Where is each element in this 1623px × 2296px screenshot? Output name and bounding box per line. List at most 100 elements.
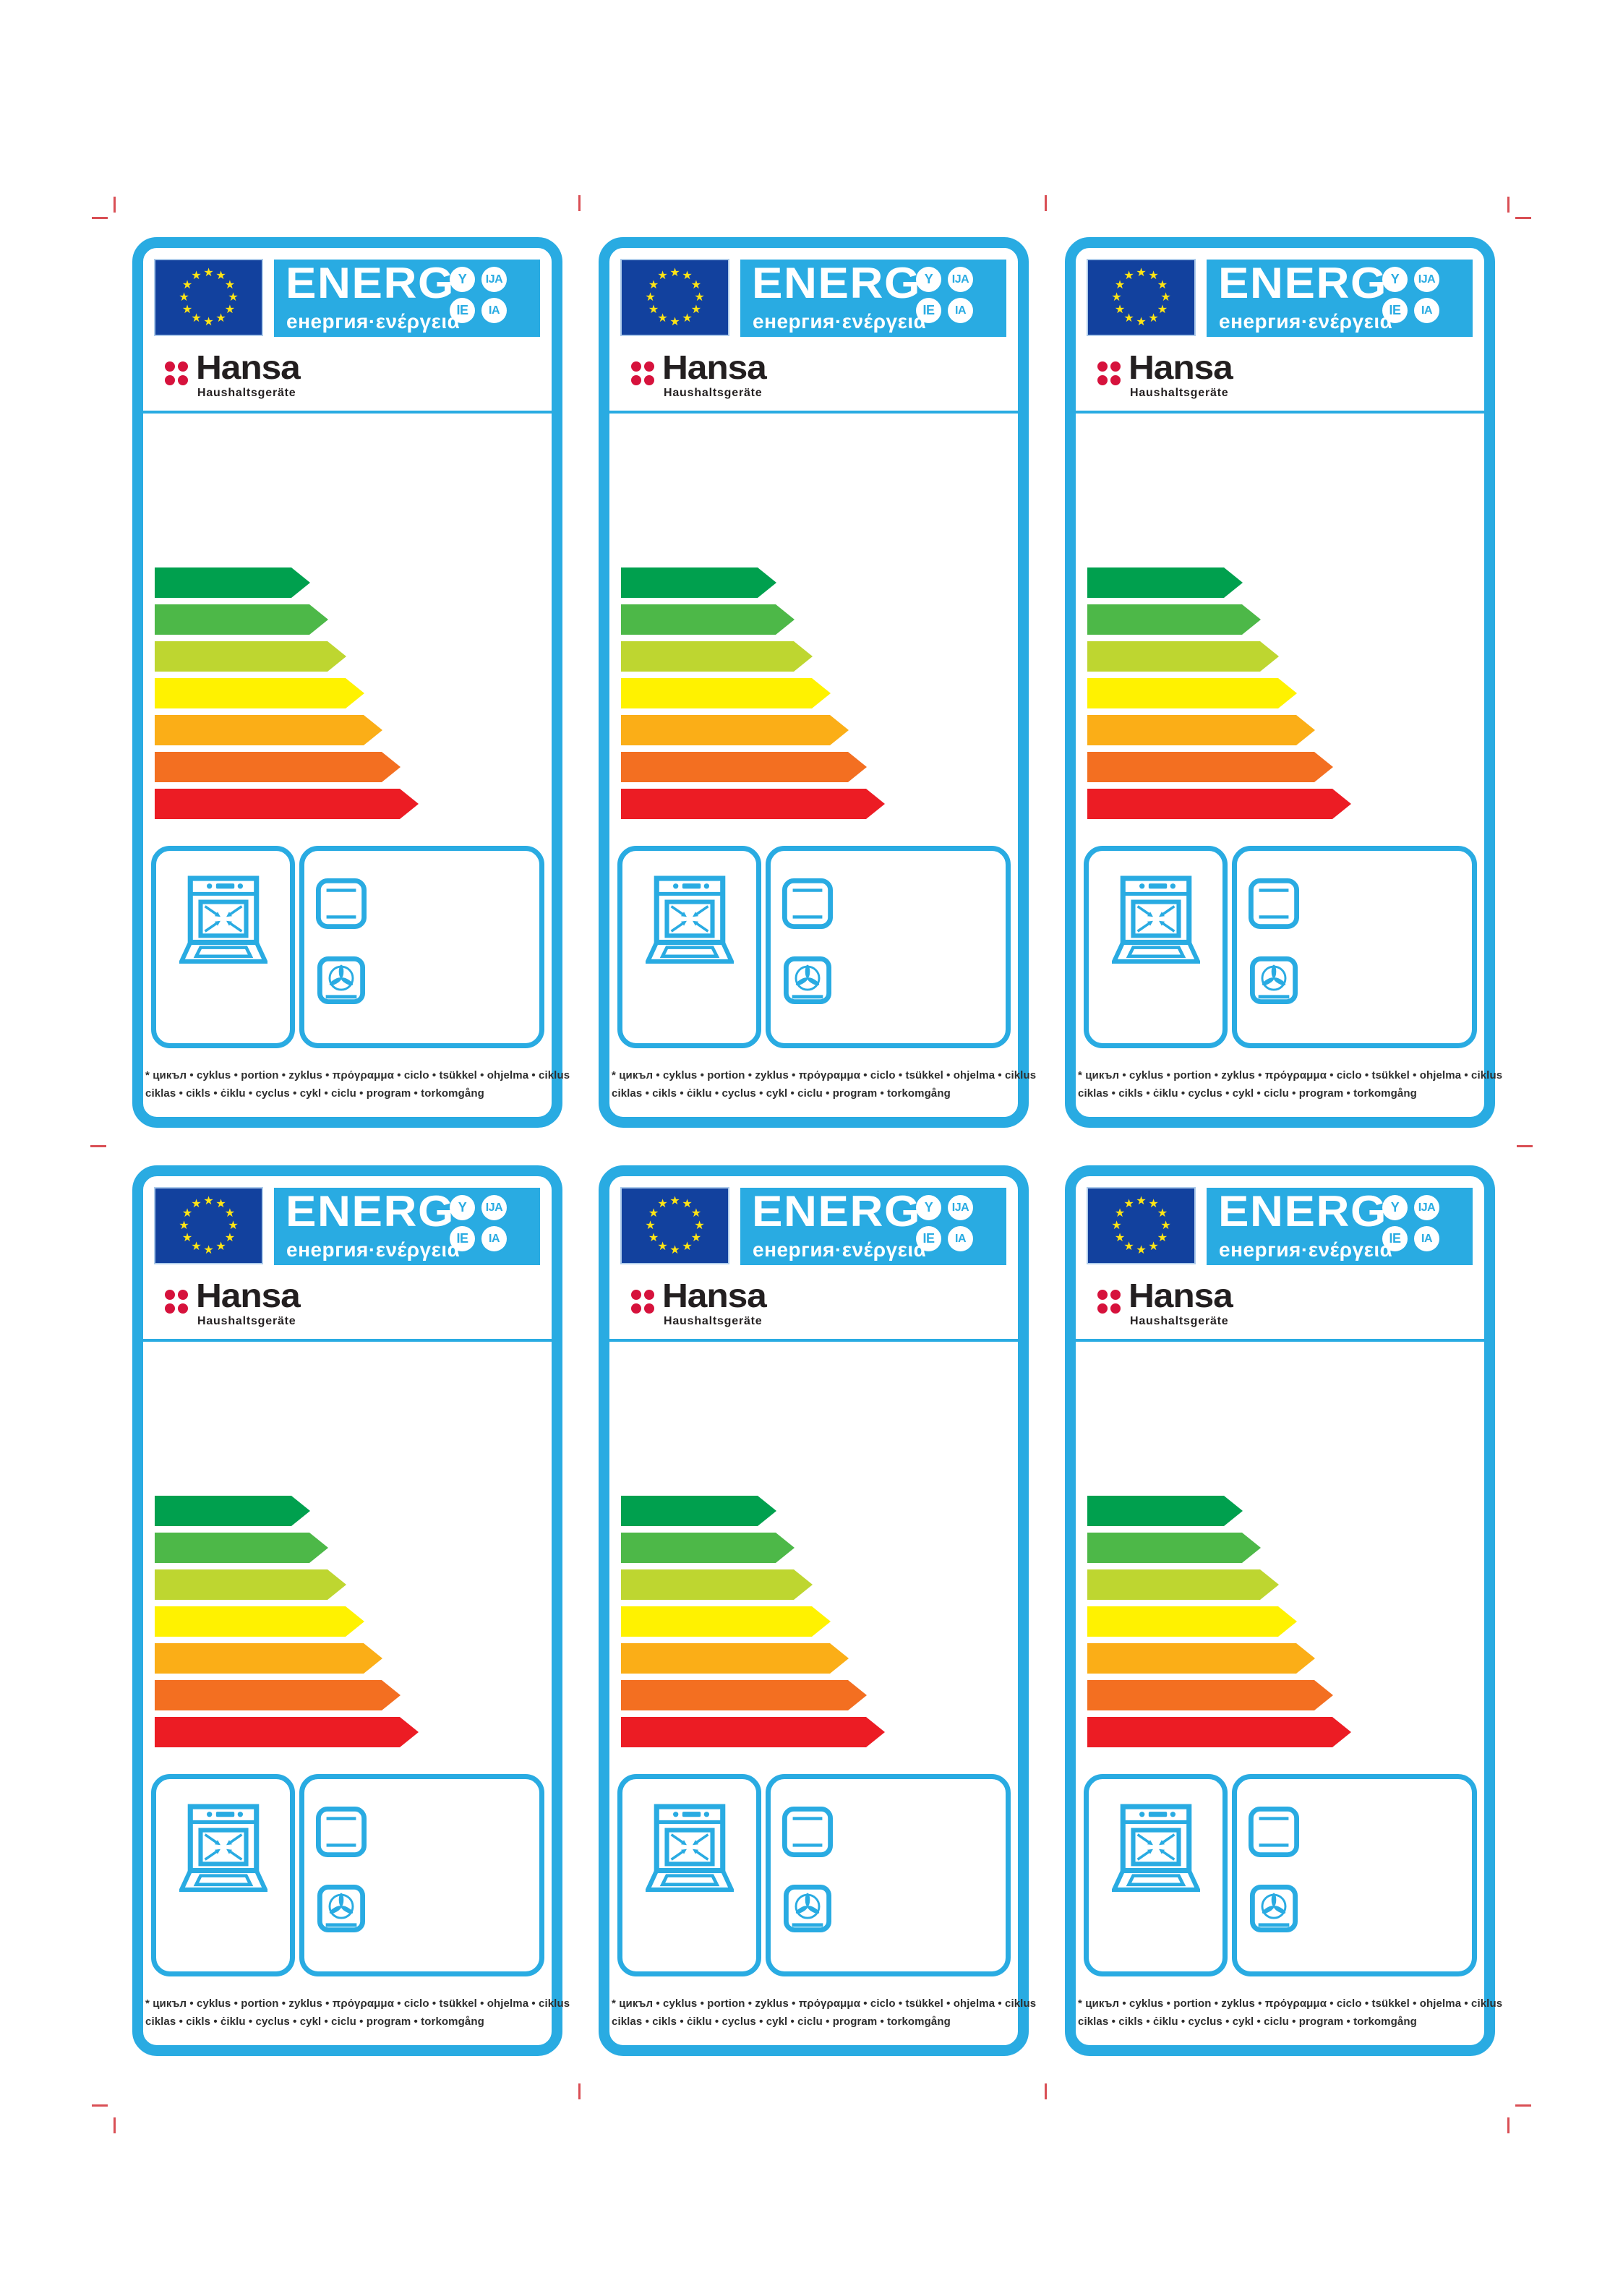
energ-subtitle: енергия·ενέργεια (286, 1238, 461, 1261)
eu-star-icon: ★ (1157, 278, 1168, 291)
energ-badge-y: Y (916, 1195, 941, 1220)
energ-title: ENERG (286, 1187, 455, 1235)
energ-badge-ia: IA (1414, 298, 1439, 323)
eu-star-icon: ★ (1114, 303, 1126, 316)
eu-star-icon: ★ (181, 303, 193, 316)
hansa-wordmark: Hansa (1129, 1277, 1233, 1314)
eu-star-icon: ★ (203, 1243, 214, 1256)
efficiency-arrow (1087, 1643, 1315, 1674)
energ-title: ENERG (752, 259, 922, 307)
eu-star-icon: ★ (648, 1207, 659, 1220)
eu-star-icon: ★ (191, 1240, 202, 1253)
eu-star-icon: ★ (1114, 278, 1126, 291)
efficiency-arrow (155, 641, 346, 672)
eu-star-icon: ★ (203, 266, 214, 279)
energ-title: ENERG (752, 1187, 922, 1235)
efficiency-arrow (155, 1569, 346, 1600)
efficiency-arrow (621, 641, 813, 672)
energ-logo-box: ENERG енергия·ενέργεια Y IJA IE IA (1207, 260, 1473, 337)
picto-box-features (299, 1774, 544, 1976)
energy-label: ★ ★ ★ ★ ★ ★ ★ ★ ★ ★ ★ ★ ENERG енергия·ενέργεια Y IJ… (1065, 1165, 1503, 2056)
hansa-wordmark: Hansa (662, 1277, 767, 1314)
eu-star-icon: ★ (669, 1243, 680, 1256)
hansa-tagline: Haushaltsgeräte (664, 387, 763, 399)
picto-box-features (1232, 846, 1477, 1048)
picto-box-oven (151, 846, 295, 1048)
eu-star-icon: ★ (1123, 1240, 1134, 1253)
footnote-line1: * цикъл • cyklus • portion • zyklus • πρ… (612, 1997, 1037, 2010)
efficiency-arrow (1087, 789, 1351, 819)
energ-badge-ie: IE (450, 1226, 475, 1251)
efficiency-arrow (155, 678, 364, 708)
eu-star-icon: ★ (181, 1231, 193, 1244)
efficiency-arrow (1087, 715, 1315, 745)
eu-star-icon: ★ (1160, 1219, 1171, 1232)
efficiency-arrow (155, 1680, 401, 1710)
fan-icon (317, 1885, 365, 1932)
crop-mark (1515, 2104, 1531, 2107)
eu-star-icon: ★ (215, 1198, 226, 1211)
efficiency-arrow (621, 1606, 831, 1637)
eu-star-icon: ★ (694, 291, 705, 304)
hansa-tagline: Haushaltsgeräte (197, 387, 296, 399)
eu-star-icon: ★ (657, 1240, 668, 1253)
eu-star-icon: ★ (657, 1198, 668, 1211)
eu-star-icon: ★ (682, 1240, 693, 1253)
picto-box-features (766, 1774, 1011, 1976)
eu-star-icon: ★ (1114, 1231, 1126, 1244)
eu-star-icon: ★ (690, 1207, 702, 1220)
efficiency-arrow (1087, 1533, 1261, 1563)
eu-star-icon: ★ (224, 278, 236, 291)
efficiency-arrow (1087, 1680, 1333, 1710)
efficiency-arrow-scale (1087, 567, 1351, 826)
efficiency-arrow (155, 1496, 310, 1526)
picto-box-features (766, 846, 1011, 1048)
hansa-dots-icon (165, 1290, 188, 1314)
eu-star-icon: ★ (1148, 1198, 1159, 1211)
divider-rule (609, 411, 1018, 414)
oven-icon (1111, 875, 1200, 964)
oven-icon (179, 875, 267, 964)
eu-star-icon: ★ (669, 1194, 680, 1207)
energ-badge-y: Y (450, 1195, 475, 1220)
energ-subtitle: енергия·ενέργεια (1219, 1238, 1393, 1261)
efficiency-arrow (155, 1717, 419, 1747)
eu-star-icon: ★ (645, 291, 656, 304)
cavity-icon (1249, 1807, 1299, 1857)
efficiency-arrow (621, 567, 776, 598)
picto-box-oven (151, 1774, 295, 1976)
eu-star-icon: ★ (1157, 1207, 1168, 1220)
energ-logo-box: ENERG енергия·ενέργεια Y IJA IE IA (274, 1188, 540, 1265)
divider-rule (1076, 411, 1484, 414)
eu-flag: ★ ★ ★ ★ ★ ★ ★ ★ ★ ★ ★ ★ (1087, 259, 1196, 336)
hansa-wordmark: Hansa (1129, 348, 1233, 386)
hansa-dots-icon (165, 361, 188, 385)
oven-icon (645, 875, 734, 964)
footnote-line2: ciklas • cikls • ċiklu • cyclus • cykl •… (612, 2016, 951, 2028)
eu-star-icon: ★ (1136, 315, 1147, 328)
eu-star-icon: ★ (1160, 291, 1171, 304)
energ-badge-y: Y (1382, 267, 1408, 292)
efficiency-arrow (1087, 678, 1297, 708)
energ-badge-ie: IE (916, 1226, 941, 1251)
crop-mark (1517, 1145, 1533, 1147)
efficiency-arrow (1087, 641, 1279, 672)
eu-star-icon: ★ (1136, 266, 1147, 279)
footnote-line1: * цикъл • cyklus • portion • zyklus • πρ… (1078, 1997, 1503, 2010)
cavity-icon (782, 1807, 833, 1857)
energ-badge-ia: IA (481, 298, 507, 323)
energ-logo-box: ENERG енергия·ενέργεια Y IJA IE IA (740, 260, 1006, 337)
cavity-icon (782, 878, 833, 929)
eu-star-icon: ★ (648, 278, 659, 291)
efficiency-arrow (1087, 567, 1243, 598)
hansa-dots-icon (631, 361, 654, 385)
efficiency-arrow-scale (155, 567, 419, 826)
picto-box-features (1232, 1774, 1477, 1976)
crop-mark (578, 195, 581, 211)
footnote-line2: ciklas • cikls • ċiklu • cyclus • cykl •… (1078, 2016, 1417, 2028)
energ-subtitle: енергия·ενέργεια (286, 310, 461, 333)
oven-icon (1111, 1804, 1200, 1892)
energ-badge-ija: IJA (481, 1195, 507, 1220)
fan-icon (1250, 1885, 1298, 1932)
energ-badge-ija: IJA (1414, 267, 1439, 292)
